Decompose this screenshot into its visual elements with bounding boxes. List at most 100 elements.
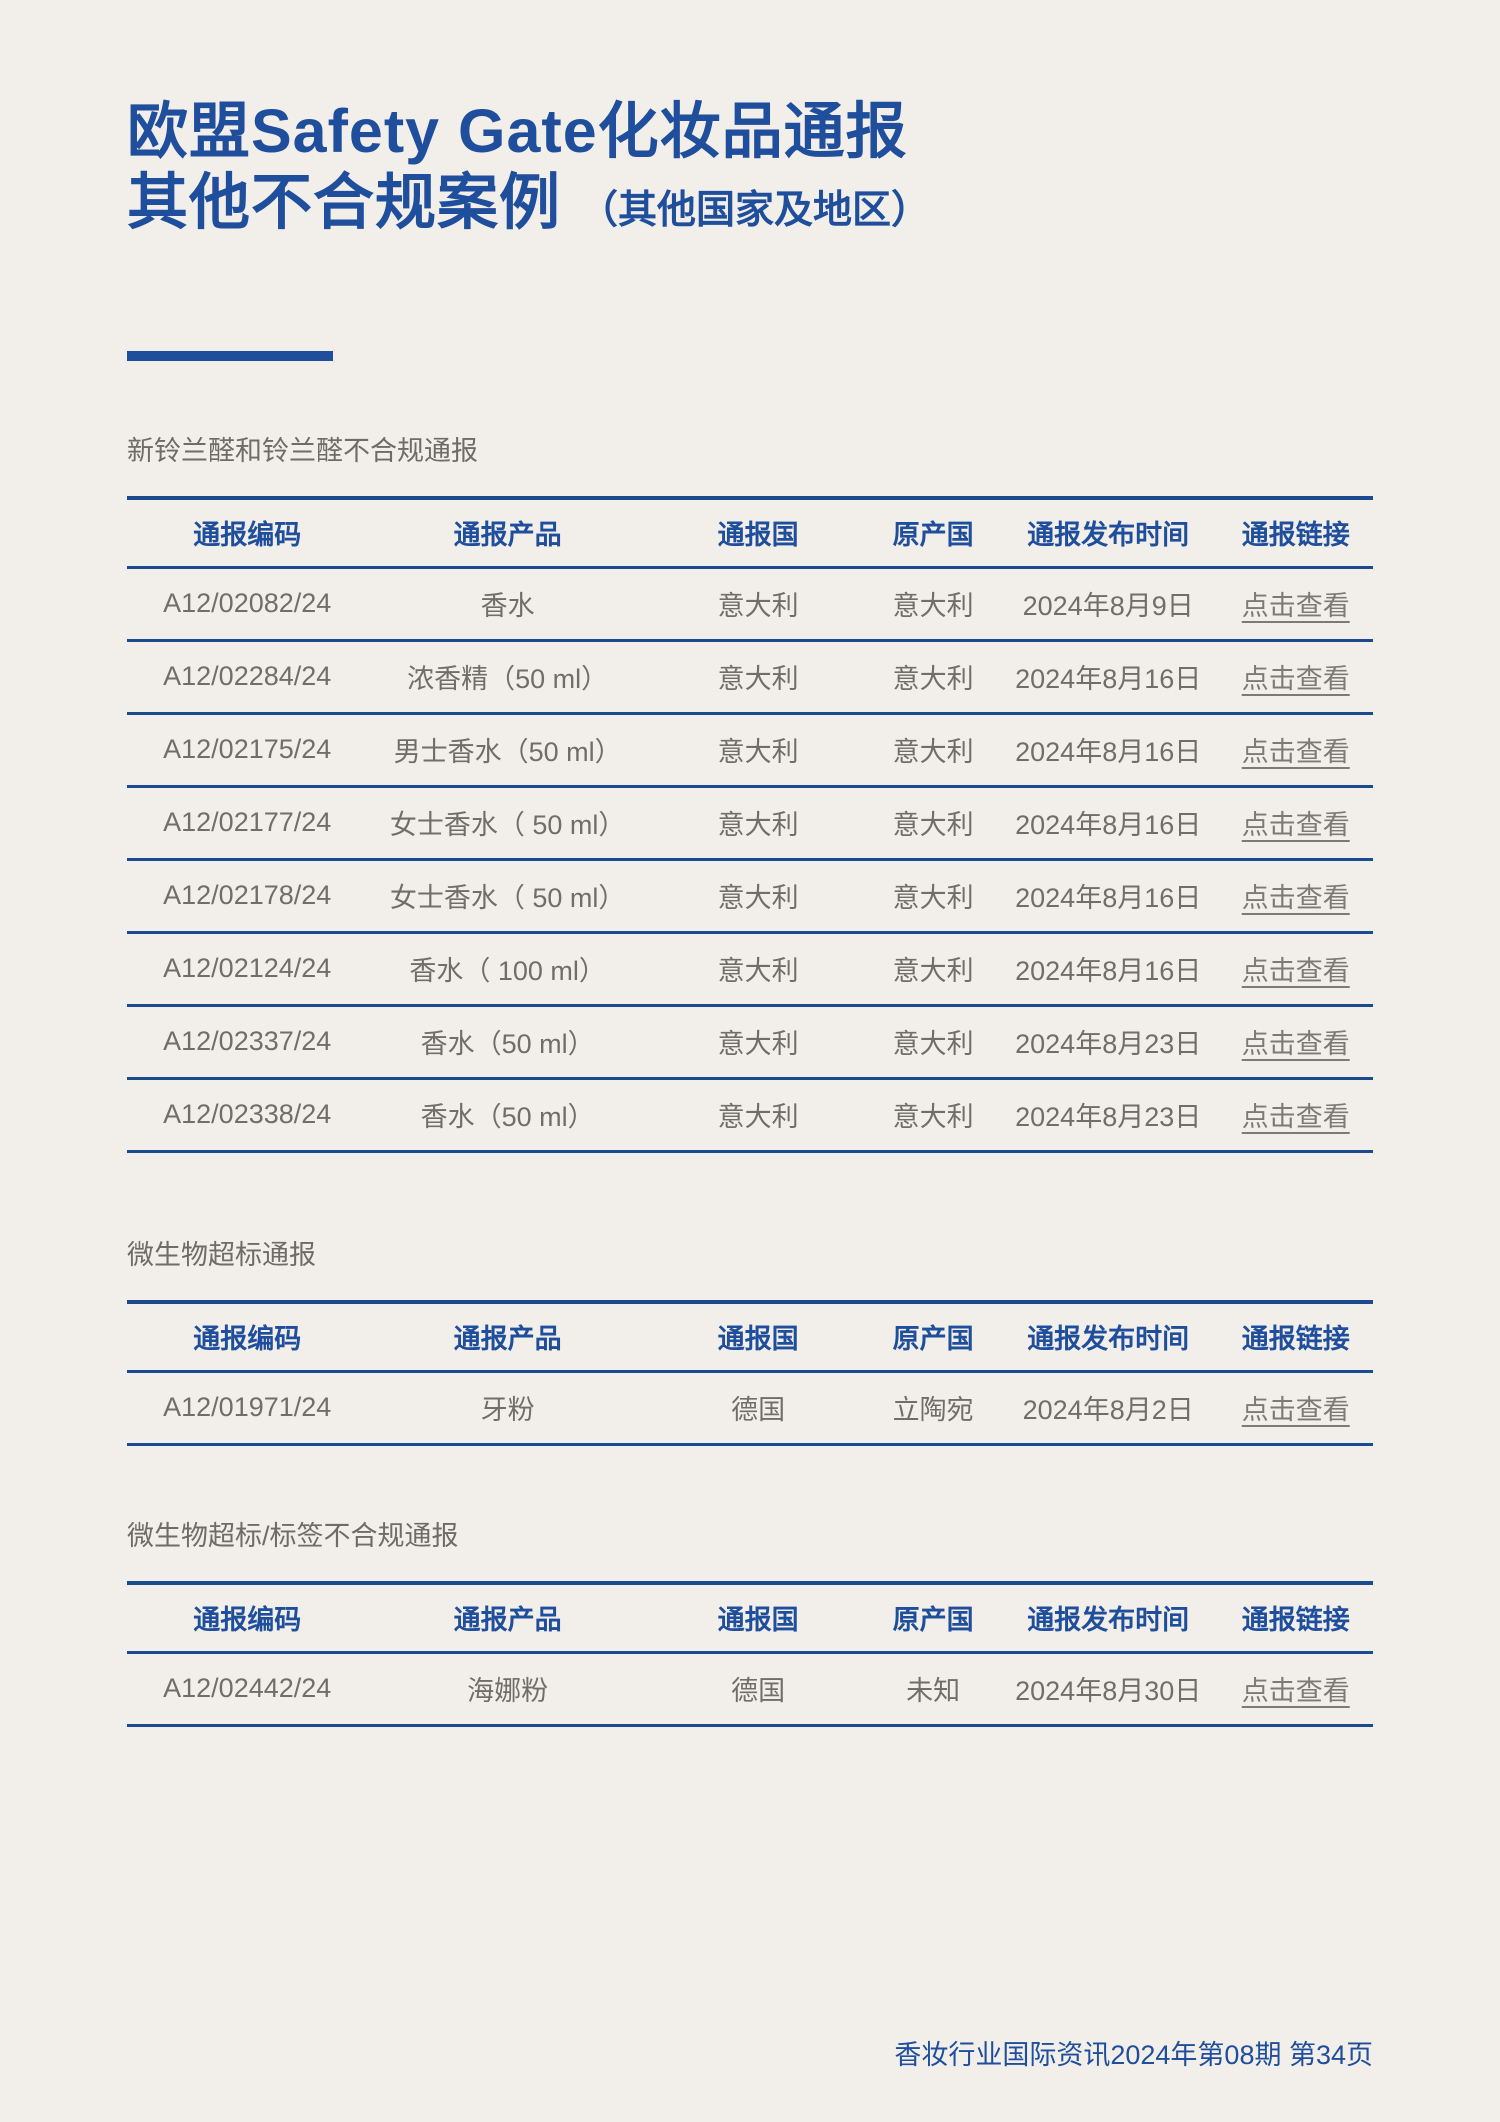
view-link[interactable]: 点击查看 — [1241, 1102, 1350, 1133]
cell-notice-product: 香水（ 100 ml） — [367, 932, 648, 1007]
cell-origin-country: 意大利 — [868, 1005, 998, 1080]
view-link[interactable]: 点击查看 — [1241, 956, 1350, 987]
cell-notice-product: 男士香水（50 ml） — [367, 713, 648, 788]
table-row: A12/02284/24 浓香精（50 ml） 意大利 意大利 2024年8月16日 点击… — [127, 640, 1373, 715]
cell-notice-code: A12/02442/24 — [127, 1652, 368, 1727]
cell-notifying-country: 意大利 — [647, 567, 869, 642]
notices-table: 通报编码 通报产品 通报国 原产国 通报发布时间 通报链接 A12/02442/24 海娜粉德… — [127, 1580, 1373, 1727]
cell-publish-date: 2024年8月23日 — [997, 1005, 1219, 1080]
cell-notifying-country: 意大利 — [647, 1078, 869, 1153]
page-title: 欧盟Safety Gate化妆品通报 其他不合规案例 （其他国家及地区） — [127, 96, 1373, 239]
view-link[interactable]: 点击查看 — [1241, 737, 1350, 768]
cell-notice-link: 点击查看 — [1218, 1005, 1373, 1080]
cell-notice-link: 点击查看 — [1218, 1652, 1373, 1727]
column-header: 通报国 — [647, 1582, 869, 1654]
notice-section: 新铃兰醛和铃兰醛不合规通报 通报编码 通报产品 通报国 原产国 通报发布时间 通报链接 A12… — [127, 429, 1373, 1153]
cell-publish-date: 2024年8月30日 — [997, 1652, 1219, 1727]
cell-notice-code: A12/02124/24 — [127, 932, 368, 1007]
cell-notice-product: 海娜粉 — [367, 1652, 648, 1727]
cell-notice-link: 点击查看 — [1218, 786, 1373, 861]
cell-origin-country: 未知 — [868, 1652, 998, 1727]
notices-table: 通报编码 通报产品 通报国 原产国 通报发布时间 通报链接 A12/02082/24 香水 意大… — [127, 495, 1373, 1153]
view-link[interactable]: 点击查看 — [1241, 591, 1350, 622]
table-row: A12/02442/24 海娜粉 德国 未知 2024年8月30日 点击查看 — [127, 1652, 1373, 1727]
column-header: 原产国 — [868, 497, 998, 569]
notice-section: 微生物超标通报通报编码 通报产品 通报国 原产国 通报发布时间 通报链接 A12/01971… — [127, 1233, 1373, 1446]
cell-notice-product: 香水（50 ml） — [367, 1005, 648, 1080]
column-header: 通报编码 — [127, 1582, 368, 1654]
page-footer: 香妆行业国际资讯2024年第08期 第34页 — [894, 2040, 1373, 2070]
cell-notice-link: 点击查看 — [1218, 932, 1373, 1007]
column-header: 原产国 — [868, 1582, 998, 1654]
table-row: A12/02175/24 男士香水（50 ml） 意大利 意大利 2024年8月16日点… — [127, 713, 1373, 788]
content-area: 欧盟Safety Gate化妆品通报 其他不合规案例 （其他国家及地区） 新铃兰醛… — [127, 0, 1373, 1727]
section-label: 微生物超标/标签不合规通报 — [127, 1520, 459, 1551]
column-header: 通报发布时间 — [997, 1582, 1219, 1654]
page-title-suffix: （其他国家及地区） — [578, 189, 930, 233]
cell-publish-date: 2024年8月16日 — [997, 786, 1219, 861]
cell-notifying-country: 意大利 — [647, 713, 869, 788]
cell-notice-product: 香水（50 ml） — [367, 1078, 648, 1153]
cell-notice-link: 点击查看 — [1218, 567, 1373, 642]
column-header: 原产国 — [868, 1301, 998, 1373]
cell-publish-date: 2024年8月16日 — [997, 640, 1219, 715]
table-row: A12/02177/24 女士香水（ 50 ml） 意大利 意大利 2024年8月16日… — [127, 786, 1373, 861]
view-link[interactable]: 点击查看 — [1241, 810, 1350, 841]
header-row: 通报编码 通报产品 通报国 原产国 通报发布时间 通报链接 — [127, 1301, 1373, 1373]
column-header: 通报编码 — [127, 497, 368, 569]
cell-notifying-country: 意大利 — [647, 859, 869, 934]
cell-notice-link: 点击查看 — [1218, 1078, 1373, 1153]
cell-origin-country: 意大利 — [868, 932, 998, 1007]
column-header: 通报产品 — [367, 1582, 648, 1654]
header-row: 通报编码 通报产品 通报国 原产国 通报发布时间 通报链接 — [127, 1582, 1373, 1654]
table-row: A12/02124/24 香水（ 100 ml） 意大利 意大利 2024年8月16日点… — [127, 932, 1373, 1007]
column-header: 通报产品 — [367, 497, 648, 569]
column-header: 通报链接 — [1218, 1301, 1373, 1373]
table-row: A12/02082/24 香水 意大利 意大利 2024年8月9日 点击查看 — [127, 567, 1373, 642]
cell-origin-country: 意大利 — [868, 786, 998, 861]
view-link[interactable]: 点击查看 — [1241, 664, 1350, 695]
table-row: A12/02338/24 香水（50 ml） 意大利 意大利 2024年8月23日 点击查… — [127, 1078, 1373, 1153]
cell-notice-code: A12/02338/24 — [127, 1078, 368, 1153]
view-link[interactable]: 点击查看 — [1241, 1395, 1350, 1426]
column-header: 通报链接 — [1218, 497, 1373, 569]
cell-notice-link: 点击查看 — [1218, 859, 1373, 934]
cell-notice-code: A12/02082/24 — [127, 567, 368, 642]
cell-notifying-country: 意大利 — [647, 1005, 869, 1080]
table-row: A12/02178/24 女士香水（ 50 ml） 意大利 意大利 2024年8月16日… — [127, 859, 1373, 934]
cell-origin-country: 意大利 — [868, 713, 998, 788]
column-header: 通报发布时间 — [997, 497, 1219, 569]
cell-notifying-country: 德国 — [647, 1371, 869, 1446]
column-header: 通报国 — [647, 497, 869, 569]
cell-origin-country: 立陶宛 — [868, 1371, 998, 1446]
cell-origin-country: 意大利 — [868, 859, 998, 934]
column-header: 通报产品 — [367, 1301, 648, 1373]
cell-publish-date: 2024年8月16日 — [997, 932, 1219, 1007]
cell-publish-date: 2024年8月23日 — [997, 1078, 1219, 1153]
table-row: A12/01971/24 牙粉 德国 立陶宛 2024年8月2日 点击查看 — [127, 1371, 1373, 1446]
cell-notifying-country: 意大利 — [647, 786, 869, 861]
page-title-line2: 其他不合规案例 — [127, 168, 562, 237]
column-header: 通报链接 — [1218, 1582, 1373, 1654]
notice-section: 微生物超标/标签不合规通报 通报编码 通报产品 通报国 原产国 通报发布时间 通报链接 A12… — [127, 1514, 1373, 1727]
section-label: 微生物超标通报 — [127, 1239, 316, 1270]
view-link[interactable]: 点击查看 — [1241, 883, 1350, 914]
column-header: 通报发布时间 — [997, 1301, 1219, 1373]
notices-table: 通报编码 通报产品 通报国 原产国 通报发布时间 通报链接 A12/01971/24 牙粉 德国… — [127, 1299, 1373, 1446]
view-link[interactable]: 点击查看 — [1241, 1029, 1350, 1060]
cell-notifying-country: 意大利 — [647, 932, 869, 1007]
column-header: 通报编码 — [127, 1301, 368, 1373]
cell-notice-link: 点击查看 — [1218, 1371, 1373, 1446]
cell-notice-link: 点击查看 — [1218, 640, 1373, 715]
view-link[interactable]: 点击查看 — [1241, 1676, 1350, 1707]
cell-notice-product: 女士香水（ 50 ml） — [367, 859, 648, 934]
cell-publish-date: 2024年8月2日 — [997, 1371, 1219, 1446]
cell-notice-code: A12/01971/24 — [127, 1371, 368, 1446]
section-label: 新铃兰醛和铃兰醛不合规通报 — [127, 435, 478, 466]
cell-publish-date: 2024年8月16日 — [997, 713, 1219, 788]
cell-notice-link: 点击查看 — [1218, 713, 1373, 788]
cell-origin-country: 意大利 — [868, 1078, 998, 1153]
cell-publish-date: 2024年8月16日 — [997, 859, 1219, 934]
cell-origin-country: 意大利 — [868, 567, 998, 642]
